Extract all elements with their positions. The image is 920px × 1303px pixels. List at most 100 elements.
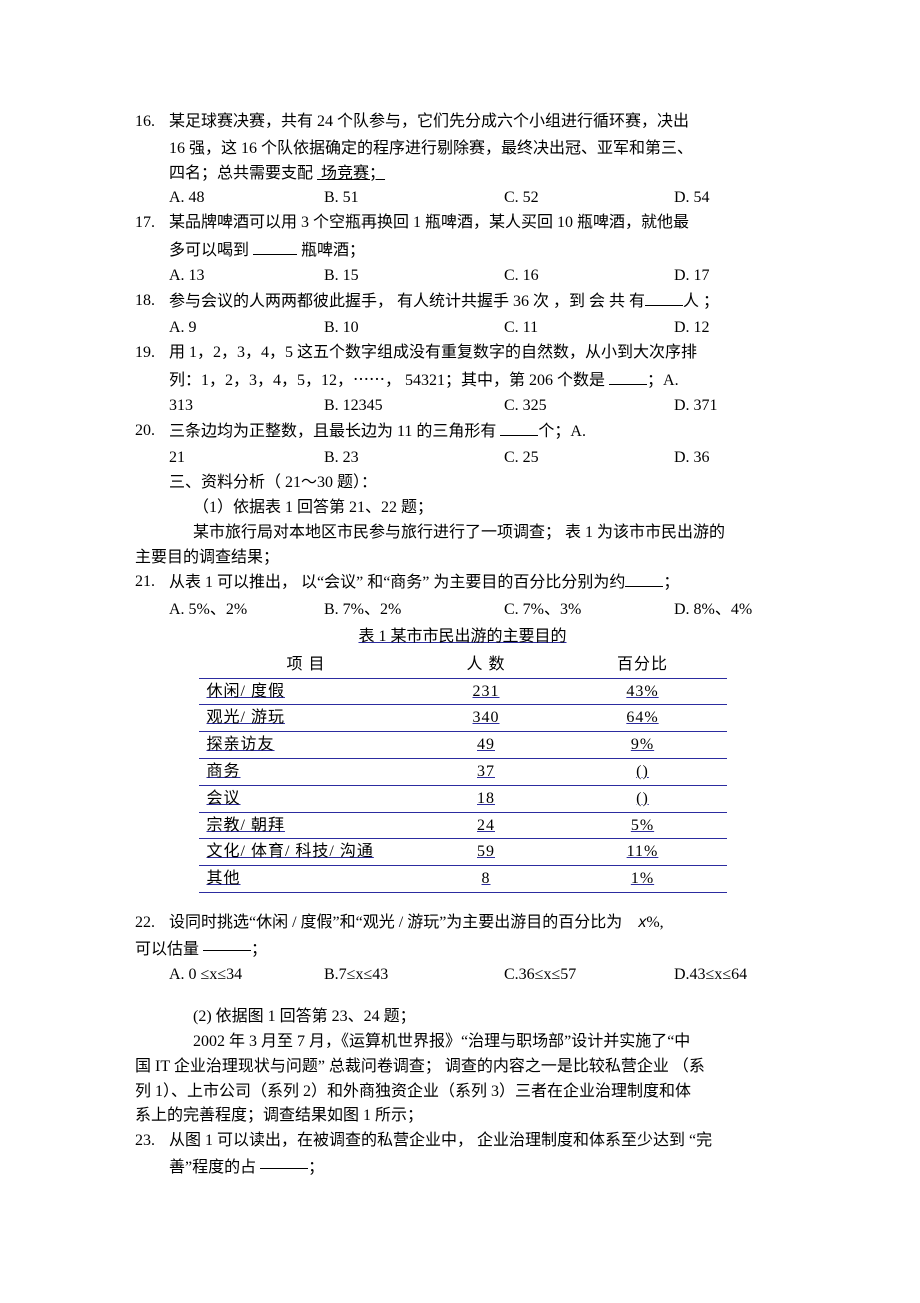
q19-line1: 用 1，2，3，4，5 这五个数字组成没有重复数字的自然数，从小到大次序排	[169, 344, 697, 361]
q17-body: 某品牌啤酒可以用 3 个空瓶再换回 1 瓶啤酒，某人买回 10 瓶啤酒，就他最	[169, 211, 790, 236]
question-22: 22. 设同时挑选“休闲 / 度假”和“观光 / 游玩”为主要出游目的百分比为 …	[135, 911, 790, 936]
table-row: 会议18()	[199, 785, 727, 812]
q18-opt-c: C. 11	[504, 316, 674, 341]
q22-opt-b: B.7≤x≤43	[324, 963, 504, 988]
q16-line2-wrap: 16 强，这 16 个队依据确定的程序进行剔除赛，最终决出冠、亚军和第三、	[135, 137, 790, 162]
q20-options: 21 B. 23 C. 25 D. 36	[135, 446, 790, 471]
t1r2c2: 9%	[559, 732, 727, 759]
q23-line2b: ；	[308, 1159, 324, 1176]
q19-opt-b: B. 12345	[324, 394, 504, 419]
q22-line2a: 可以估量	[135, 941, 199, 958]
q22-blank	[203, 950, 251, 951]
q23-blank	[260, 1168, 308, 1169]
q20-line1b: 个；A.	[538, 423, 586, 440]
q23-line2a: 善”程度的占	[169, 1159, 256, 1176]
q17-opt-c: C. 16	[504, 264, 674, 289]
section3-intro1-wrap: 某市旅行局对本地区市民参与旅行进行了一项调查； 表 1 为该市市民出游的	[135, 521, 790, 546]
section3b-p1-wrap: 2002 年 3 月至 7 月，《运算机世界报》“治理与职场部”设计并实施了“中	[135, 1030, 790, 1055]
q22-line2b: ；	[251, 941, 267, 958]
q21-opt-b: B. 7%、2%	[324, 598, 504, 623]
q21-line1b: ；	[663, 574, 679, 591]
q16-opt-c: C. 52	[504, 186, 674, 211]
t1r1c2: 64%	[559, 705, 727, 732]
t1r3c1: 37	[414, 758, 559, 785]
section3-intro1: 某市旅行局对本地区市民参与旅行进行了一项调查； 表 1 为该市市民出游的	[193, 524, 725, 541]
q22-line1b: %,	[646, 914, 663, 931]
question-18: 18. 参与会议的人两两都彼此握手， 有人统计共握手 36 次 ，到 会 共 有…	[135, 289, 790, 315]
question-23: 23. 从图 1 可以读出，在被调查的私营企业中， 企业治理制度和体系至少达到 …	[135, 1129, 790, 1154]
t1r7c0: 其他	[199, 866, 414, 893]
q16-line2: 16 强，这 16 个队依据确定的程序进行剔除赛，最终决出冠、亚军和第三、	[169, 140, 693, 157]
q23-line1: 从图 1 可以读出，在被调查的私营企业中， 企业治理制度和体系至少达到 “完	[169, 1132, 712, 1149]
q23-number: 23.	[135, 1129, 169, 1154]
table1-h1: 项 目	[199, 652, 414, 678]
t1r6c2: 11%	[559, 839, 727, 866]
q17-options: A. 13 B. 15 C. 16 D. 17	[135, 264, 790, 289]
q16-body: 某足球赛决赛，共有 24 个队参与，它们先分成六个小组进行循环赛，决出	[169, 110, 790, 135]
q18-opt-a: A. 9	[169, 316, 324, 341]
t1r4c0: 会议	[199, 785, 414, 812]
q16-line3-wrap: 四名；总共需要支配 场竞赛；	[135, 162, 790, 187]
q20-opt-d: D. 36	[674, 446, 710, 471]
question-16: 16. 某足球赛决赛，共有 24 个队参与，它们先分成六个小组进行循环赛，决出	[135, 110, 790, 135]
q21-opt-d: D. 8%、4%	[674, 598, 752, 623]
q18-body: 参与会议的人两两都彼此握手， 有人统计共握手 36 次 ，到 会 共 有 人 ；	[169, 289, 790, 315]
t1r6c1: 59	[414, 839, 559, 866]
t1r3c2: ()	[559, 758, 727, 785]
table-row: 探亲访友499%	[199, 732, 727, 759]
section3-intro2: 主要目的调查结果；	[135, 546, 790, 571]
q16-number: 16.	[135, 110, 169, 135]
section3b-sub2: (2) 依据图 1 回答第 23、24 题；	[135, 1005, 790, 1030]
t1r5c0: 宗教/ 朝拜	[199, 812, 414, 839]
t1r2c1: 49	[414, 732, 559, 759]
section3-sub1: （1）依据表 1 回答第 21、22 题；	[135, 496, 790, 521]
t1r7c2: 1%	[559, 866, 727, 893]
t1r5c1: 24	[414, 812, 559, 839]
q16-line3a: 四名；总共需要支配	[169, 165, 313, 182]
t1r6c0: 文化/ 体育/ 科技/ 沟通	[199, 839, 414, 866]
q18-line1a: 参与会议的人两两都彼此握手， 有人统计共握手 36 次 ，到 会 共 有	[169, 293, 645, 310]
section3b-p3: 列 1）、上市公司（系列 2）和外商独资企业（系列 3）三者在企业治理制度和体	[135, 1080, 790, 1105]
q19-number: 19.	[135, 341, 169, 366]
q23-body: 从图 1 可以读出，在被调查的私营企业中， 企业治理制度和体系至少达到 “完	[169, 1129, 790, 1154]
table-row: 商务37()	[199, 758, 727, 785]
q22-line1a: 设同时挑选“休闲 / 度假”和“观光 / 游玩”为主要出游目的百分比为	[169, 914, 622, 931]
q17-line1: 某品牌啤酒可以用 3 个空瓶再换回 1 瓶啤酒，某人买回 10 瓶啤酒，就他最	[169, 214, 689, 231]
q18-blank	[645, 289, 683, 306]
q17-number: 17.	[135, 211, 169, 236]
q19-blank	[609, 368, 647, 385]
table-row: 宗教/ 朝拜245%	[199, 812, 727, 839]
exam-page: 16. 某足球赛决赛，共有 24 个队参与，它们先分成六个小组进行循环赛，决出 …	[0, 0, 920, 1303]
q20-number: 20.	[135, 419, 169, 445]
q18-line1b: 人 ；	[683, 293, 719, 310]
q21-blank	[625, 570, 663, 587]
table1-caption: 表 1 某市市民出游的主要目的	[135, 625, 790, 650]
table1-h2: 人 数	[414, 652, 559, 678]
q17-opt-a: A. 13	[169, 264, 324, 289]
q16-options: A. 48 B. 51 C. 52 D. 54	[135, 186, 790, 211]
question-19: 19. 用 1，2，3，4，5 这五个数字组成没有重复数字的自然数，从小到大次序…	[135, 341, 790, 366]
q20-blank	[500, 419, 538, 436]
t1r1c0: 观光/ 游玩	[199, 705, 414, 732]
table1-h3: 百分比	[559, 652, 727, 678]
t1r2c0: 探亲访友	[199, 732, 414, 759]
t1r1c1: 340	[414, 705, 559, 732]
q17-line2b: 瓶啤酒；	[301, 242, 365, 259]
q17-opt-b: B. 15	[324, 264, 504, 289]
q20-body: 三条边均为正整数，且最长边为 11 的三角形有 个；A.	[169, 419, 790, 445]
t1r0c0: 休闲/ 度假	[199, 678, 414, 705]
table-row: 休闲/ 度假23143%	[199, 678, 727, 705]
q16-opt-d: D. 54	[674, 186, 710, 211]
q18-opt-b: B. 10	[324, 316, 504, 341]
q18-options: A. 9 B. 10 C. 11 D. 12	[135, 316, 790, 341]
q19-opt-c: C. 325	[504, 394, 674, 419]
t1r5c2: 5%	[559, 812, 727, 839]
q22-options: A. 0 ≤x≤34 B.7≤x≤43 C.36≤x≤57 D.43≤x≤64	[135, 963, 790, 988]
t1r3c0: 商务	[199, 758, 414, 785]
table-row: 观光/ 游玩34064%	[199, 705, 727, 732]
q19-line2-wrap: 列：1，2，3，4，5，12，⋯⋯， 54321；其中，第 206 个数是 ；A…	[135, 368, 790, 394]
section3b-p1: 2002 年 3 月至 7 月，《运算机世界报》“治理与职场部”设计并实施了“中	[193, 1033, 690, 1050]
q21-body: 从表 1 可以推出， 以“会议” 和“商务” 为主要目的百分比分别为约；	[169, 570, 790, 596]
t1r4c2: ()	[559, 785, 727, 812]
q20-opt-c: C. 25	[504, 446, 674, 471]
